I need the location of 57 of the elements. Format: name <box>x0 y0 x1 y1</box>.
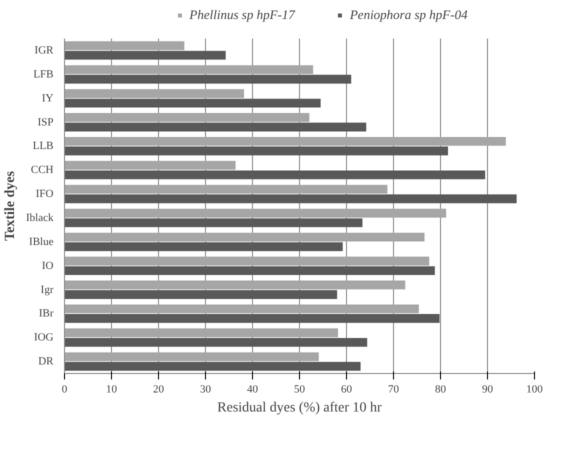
bar <box>64 362 361 371</box>
y-tick-label: IBlue <box>29 236 54 248</box>
bar <box>64 194 517 204</box>
y-tick-label: IY <box>42 92 54 104</box>
y-tick-label: Igr <box>40 284 54 296</box>
bar <box>64 170 486 180</box>
bar <box>64 266 435 276</box>
bar <box>64 314 440 323</box>
bar <box>64 352 319 362</box>
bar <box>64 304 419 314</box>
legend-label: Phellinus sp hpF-17 <box>189 7 295 23</box>
bar <box>64 98 321 108</box>
y-tick-label: Iblack <box>26 212 54 224</box>
y-tick-label: LLB <box>32 140 54 152</box>
bar <box>64 290 338 299</box>
bar <box>64 146 448 156</box>
x-tick-label: 70 <box>388 384 400 396</box>
legend-label: Peniophora sp hpF-04 <box>350 7 468 23</box>
bar <box>64 65 314 74</box>
x-tick-label: 90 <box>482 384 494 396</box>
x-tick-label: 0 <box>62 384 68 396</box>
bar <box>64 338 368 347</box>
y-tick-label: LFB <box>33 68 54 80</box>
y-axis-title: Textile dyes <box>3 170 18 241</box>
y-tick-label: CCH <box>30 164 54 176</box>
bar <box>64 74 352 84</box>
bar <box>64 280 406 290</box>
bar <box>64 89 244 98</box>
y-tick-label: IBr <box>38 308 54 320</box>
bar <box>64 232 425 242</box>
x-tick-label: 40 <box>247 384 258 396</box>
y-tick-label: DR <box>38 356 54 368</box>
bar <box>64 218 362 228</box>
bar <box>64 41 184 50</box>
y-tick-label: IOG <box>34 332 54 344</box>
bar <box>64 184 388 194</box>
bar <box>64 242 343 252</box>
x-tick-label: 80 <box>435 384 446 396</box>
y-tick-label: ISP <box>38 116 54 128</box>
bar <box>64 122 366 132</box>
y-tick-label: IGR <box>34 44 54 56</box>
x-tick-label: 100 <box>526 384 544 396</box>
y-tick-label: IO <box>42 260 54 272</box>
x-tick-label: 20 <box>153 384 164 396</box>
x-tick-label: 30 <box>200 384 212 396</box>
bar <box>64 50 226 60</box>
bar <box>64 136 506 146</box>
x-tick-label: 50 <box>294 384 306 396</box>
bar <box>64 208 446 218</box>
bar <box>64 328 338 338</box>
bar <box>64 113 310 122</box>
x-tick-label: 60 <box>341 384 352 396</box>
bar <box>64 256 430 266</box>
bar <box>64 160 236 170</box>
x-axis-title: Residual dyes (%) after 10 hr <box>217 400 382 416</box>
y-tick-label: IFO <box>36 188 54 200</box>
x-tick-label: 10 <box>106 384 118 396</box>
